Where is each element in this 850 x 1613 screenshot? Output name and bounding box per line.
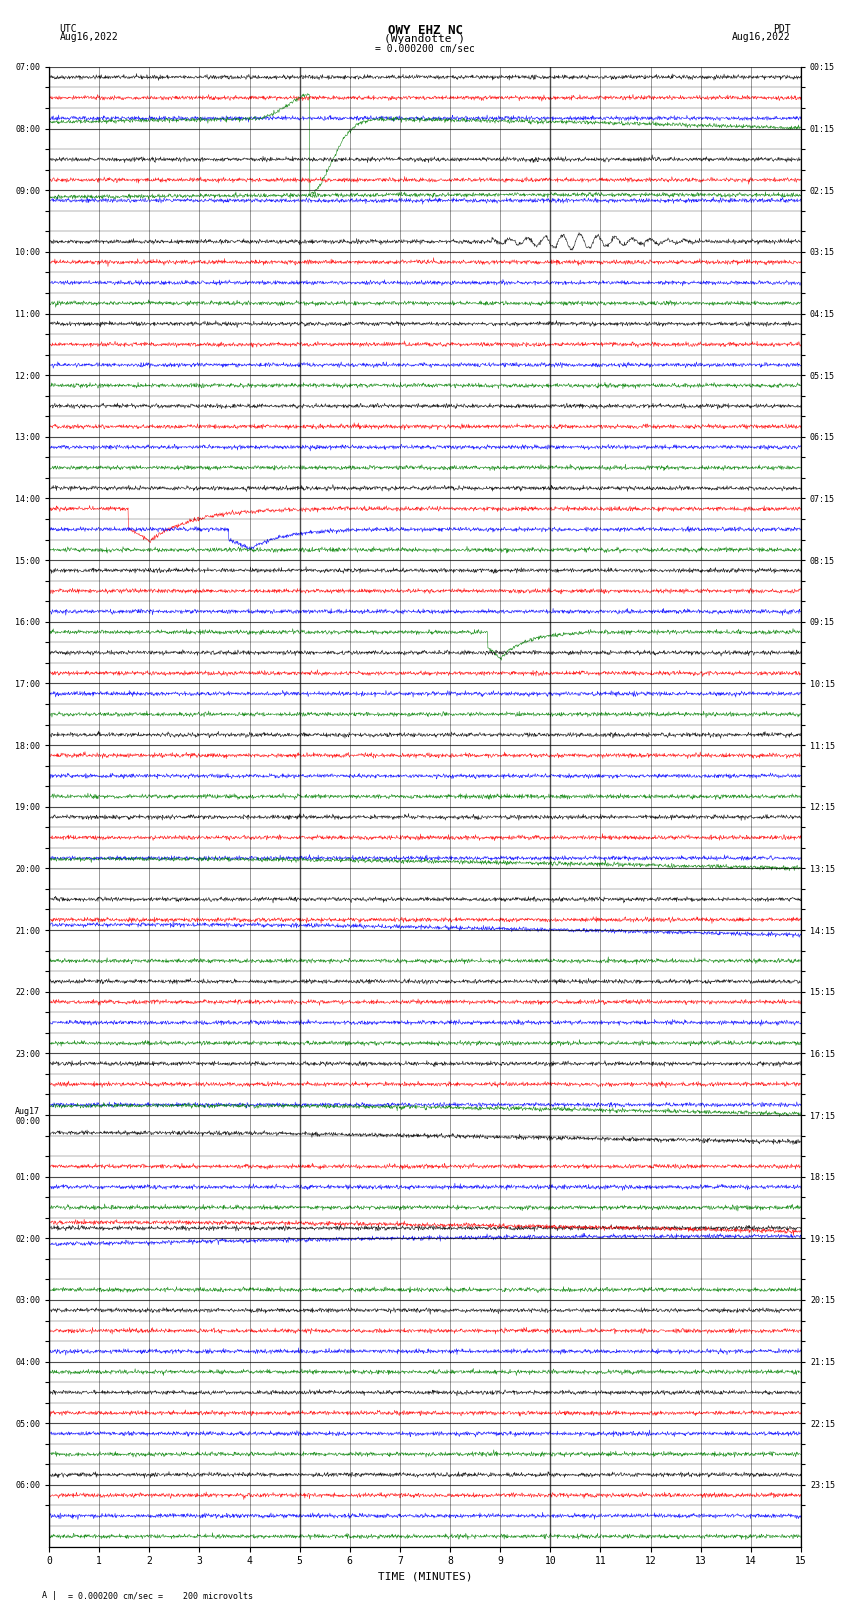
- Text: Aug16,2022: Aug16,2022: [732, 32, 791, 42]
- Text: = 0.000200 cm/sec =    200 microvolts: = 0.000200 cm/sec = 200 microvolts: [68, 1590, 253, 1600]
- Text: PDT: PDT: [773, 24, 790, 34]
- Text: OWY EHZ NC: OWY EHZ NC: [388, 24, 462, 37]
- Text: (Wyandotte ): (Wyandotte ): [384, 34, 466, 44]
- Text: = 0.000200 cm/sec: = 0.000200 cm/sec: [375, 44, 475, 53]
- X-axis label: TIME (MINUTES): TIME (MINUTES): [377, 1573, 473, 1582]
- Text: UTC: UTC: [60, 24, 77, 34]
- Text: A |: A |: [42, 1590, 58, 1600]
- Text: Aug16,2022: Aug16,2022: [60, 32, 118, 42]
